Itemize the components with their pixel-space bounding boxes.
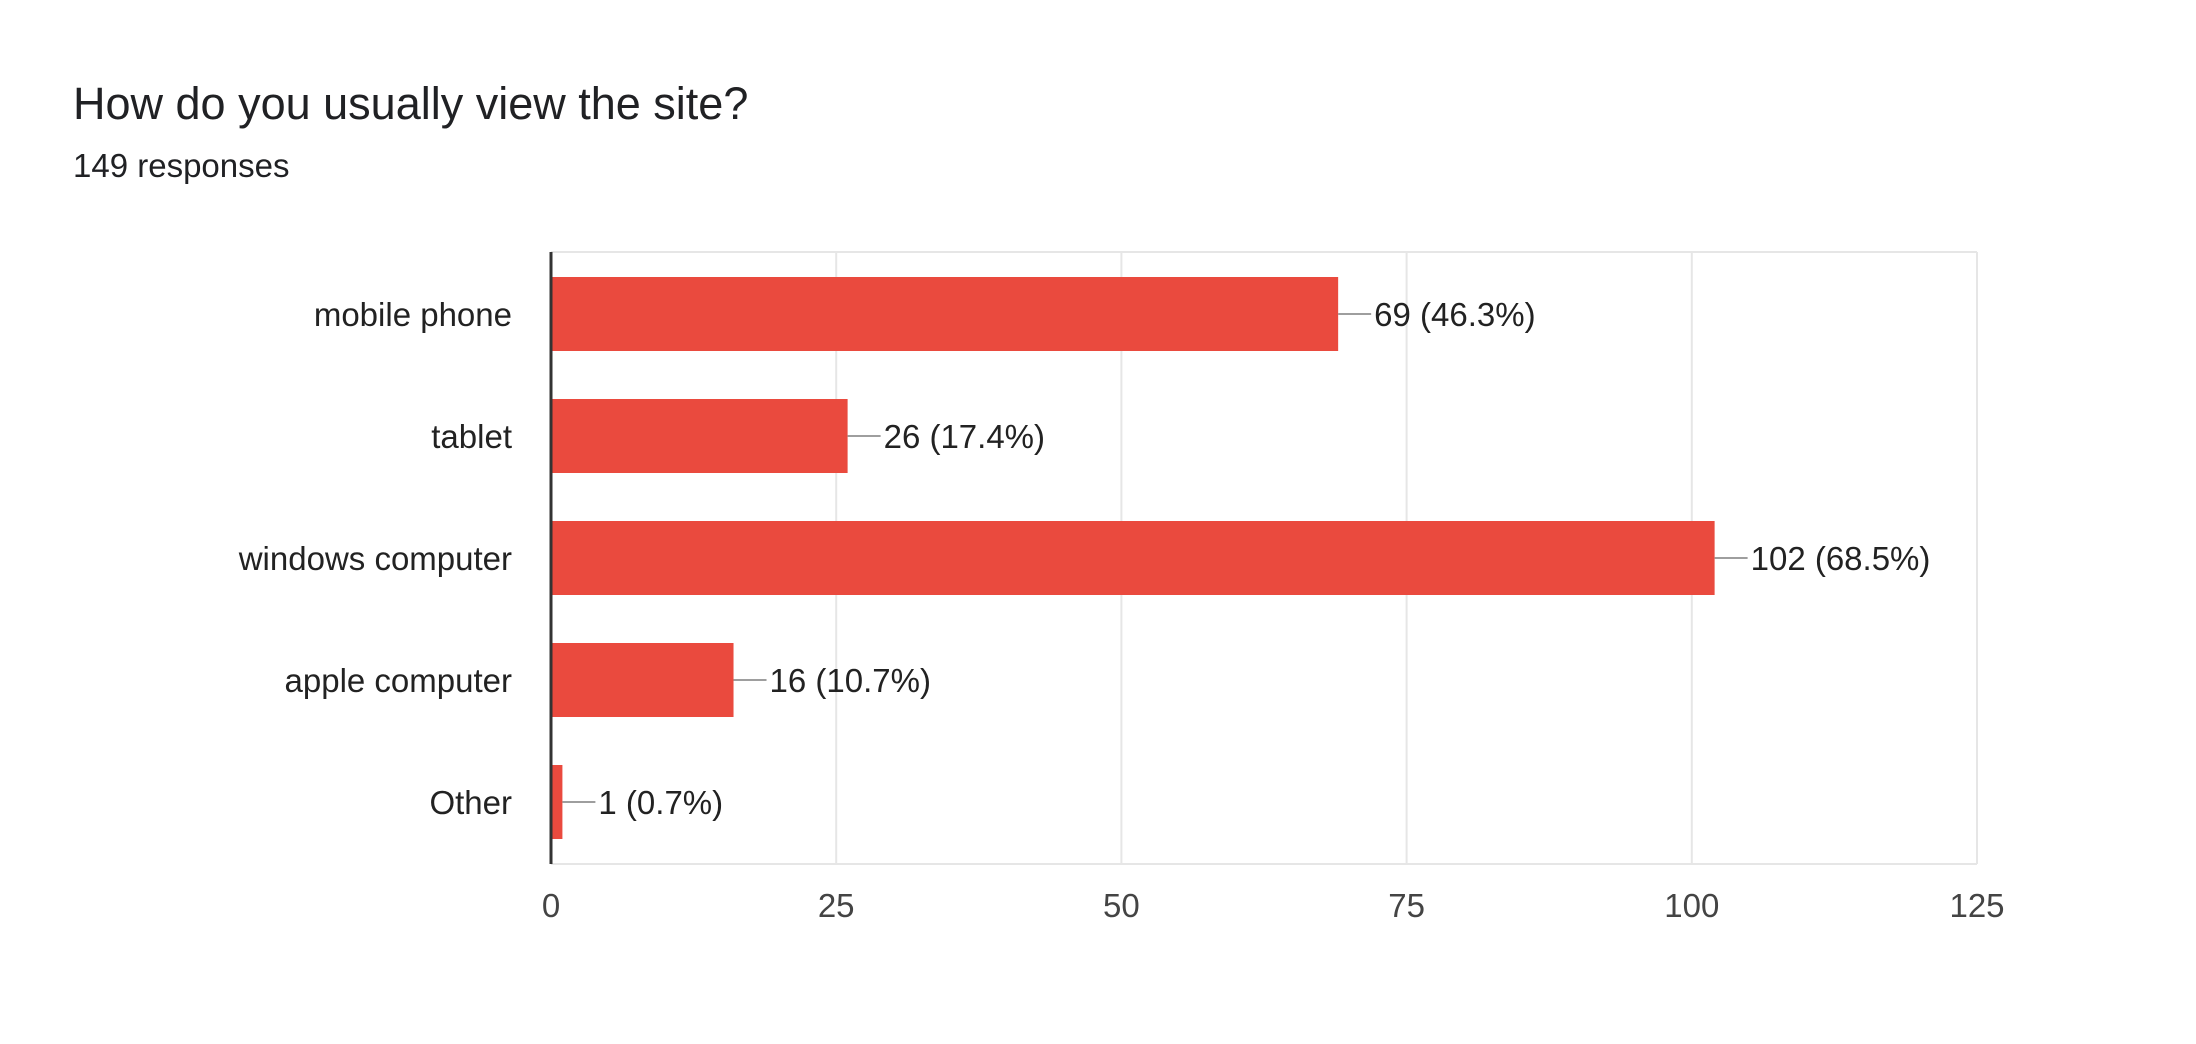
- x-tick-label: 0: [542, 887, 560, 924]
- bar: [551, 521, 1715, 595]
- category-label: tablet: [431, 418, 512, 455]
- response-count: 149 responses: [73, 147, 290, 184]
- data-label: 16 (10.7%): [770, 662, 931, 699]
- data-label: 26 (17.4%): [884, 418, 1045, 455]
- bar: [551, 643, 734, 717]
- x-tick-label: 25: [818, 887, 855, 924]
- data-label: 1 (0.7%): [598, 784, 723, 821]
- labels: 0 25 50 75 100 125 mobile phone 69 (46.3%) table…: [238, 296, 2005, 924]
- x-tick-label: 50: [1103, 887, 1140, 924]
- bar: [551, 765, 563, 839]
- x-tick-label: 125: [1949, 887, 2004, 924]
- x-tick-label: 100: [1664, 887, 1719, 924]
- category-label: Other: [429, 784, 512, 821]
- x-tick-label: 75: [1388, 887, 1425, 924]
- bar: [551, 277, 1339, 351]
- chart-title: How do you usually view the site?: [73, 78, 749, 129]
- category-label: windows computer: [238, 540, 512, 577]
- data-label: 102 (68.5%): [1751, 540, 1931, 577]
- data-label: 69 (46.3%): [1374, 296, 1535, 333]
- bar: [551, 399, 848, 473]
- category-label: apple computer: [285, 662, 512, 699]
- category-label: mobile phone: [314, 296, 512, 333]
- bars: [551, 277, 1715, 839]
